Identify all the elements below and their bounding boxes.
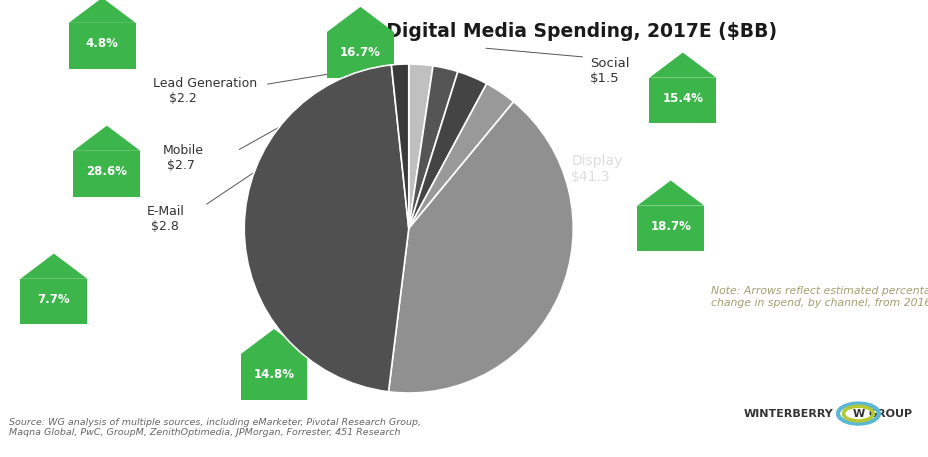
Polygon shape xyxy=(327,32,393,78)
Polygon shape xyxy=(240,354,307,400)
Text: E-Mail
 $2.8: E-Mail $2.8 xyxy=(147,205,185,234)
Text: 15.4%: 15.4% xyxy=(662,92,702,105)
Text: Lead Generation
    $2.2: Lead Generation $2.2 xyxy=(153,77,257,106)
Text: U.S. Digital Media Spending, 2017E ($BB): U.S. Digital Media Spending, 2017E ($BB) xyxy=(337,22,777,42)
Text: Total: $89.2BB: Total: $89.2BB xyxy=(349,247,496,265)
Polygon shape xyxy=(240,329,307,354)
Text: Affiliate
Marketing
  $2.1: Affiliate Marketing $2.1 xyxy=(327,120,393,163)
Wedge shape xyxy=(244,65,408,392)
Text: 16.7%: 16.7% xyxy=(340,46,380,59)
Polygon shape xyxy=(649,53,715,78)
Text: W: W xyxy=(851,409,864,419)
Text: WINTERBERRY: WINTERBERRY xyxy=(742,409,832,419)
Wedge shape xyxy=(408,71,486,228)
Polygon shape xyxy=(20,279,87,324)
Polygon shape xyxy=(398,190,465,235)
Polygon shape xyxy=(327,7,393,32)
Wedge shape xyxy=(408,64,432,228)
Wedge shape xyxy=(408,84,513,228)
Text: 4.8%: 4.8% xyxy=(85,37,119,50)
Text: 14.8%: 14.8% xyxy=(253,368,294,381)
Text: 28.6%: 28.6% xyxy=(86,165,127,178)
Polygon shape xyxy=(20,254,87,279)
Polygon shape xyxy=(649,78,715,123)
Text: GROUP: GROUP xyxy=(868,409,911,419)
Polygon shape xyxy=(73,151,140,197)
Polygon shape xyxy=(637,181,703,206)
Text: Mobile
 $2.7: Mobile $2.7 xyxy=(162,143,203,172)
Polygon shape xyxy=(69,0,135,23)
Wedge shape xyxy=(408,66,458,228)
Text: Search
$36.5: Search $36.5 xyxy=(320,321,367,351)
Text: 7.7%: 7.7% xyxy=(37,293,71,306)
Text: Source: WG analysis of multiple sources, including eMarketer, Pivotal Research G: Source: WG analysis of multiple sources,… xyxy=(9,418,420,437)
Wedge shape xyxy=(388,102,573,393)
Text: 18.7%: 18.7% xyxy=(650,220,690,233)
Polygon shape xyxy=(637,206,703,251)
Text: Note: Arrows reflect estimated percentage
change in spend, by channel, from 2016: Note: Arrows reflect estimated percentag… xyxy=(710,286,928,308)
Polygon shape xyxy=(69,23,135,69)
Wedge shape xyxy=(391,64,408,228)
Text: Display
$41.3: Display $41.3 xyxy=(571,154,622,184)
Text: Social
$1.5: Social $1.5 xyxy=(589,57,629,85)
Polygon shape xyxy=(73,126,140,151)
Text: 16.6%: 16.6% xyxy=(411,204,452,217)
Polygon shape xyxy=(398,165,465,190)
